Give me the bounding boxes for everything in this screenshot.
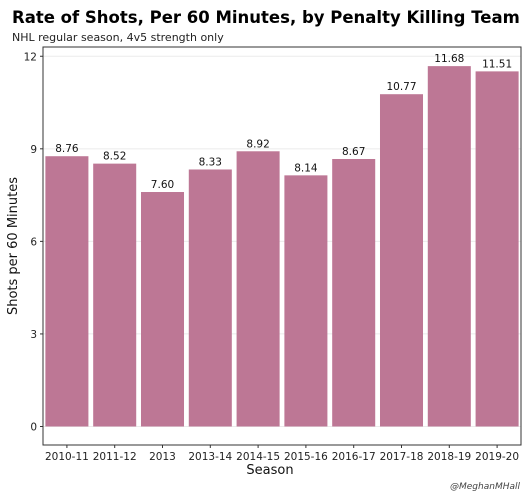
bar xyxy=(45,156,89,427)
data-label: 11.68 xyxy=(434,53,464,65)
x-axis-ticks: 2010-11 2011-12 2013 2013-14 2014-15 2015-16 2… xyxy=(45,445,519,463)
bar xyxy=(284,175,328,427)
data-label: 11.51 xyxy=(482,58,512,70)
chart-caption: @MeghanMHall xyxy=(450,482,520,492)
data-label: 8.14 xyxy=(294,162,318,174)
bar xyxy=(475,71,519,427)
chart-subtitle: NHL regular season, 4v5 strength only xyxy=(12,31,224,44)
bar xyxy=(140,192,185,427)
x-tick-label: 2014-15 xyxy=(236,451,280,463)
data-label: 10.77 xyxy=(386,81,416,93)
x-tick-label: 2016-17 xyxy=(332,451,376,463)
bar xyxy=(427,66,471,427)
x-tick-label: 2017-18 xyxy=(380,451,424,463)
x-tick-label: 2018-19 xyxy=(427,451,471,463)
y-tick-label: 0 xyxy=(30,421,37,433)
bars xyxy=(45,66,519,427)
bar xyxy=(188,169,232,427)
y-axis-title: Shots per 60 Minutes xyxy=(6,177,21,315)
data-label: 7.60 xyxy=(151,179,174,191)
y-tick-label: 12 xyxy=(24,51,37,63)
chart-title: Rate of Shots, Per 60 Minutes, by Penalt… xyxy=(12,8,520,27)
y-axis-ticks: 0 3 6 9 12 xyxy=(24,51,43,433)
data-labels: 8.76 8.52 7.60 8.33 8.92 8.14 8.67 10.77 11.68 11… xyxy=(55,53,512,191)
x-tick-label: 2013-14 xyxy=(188,451,232,463)
plot-panel-border xyxy=(42,46,522,446)
y-tick-label: 9 xyxy=(30,144,37,156)
bar xyxy=(93,163,137,427)
y-tick-label: 6 xyxy=(30,236,37,248)
x-tick-label: 2010-11 xyxy=(45,451,89,463)
x-tick-label: 2015-16 xyxy=(284,451,328,463)
x-tick-label: 2019-20 xyxy=(475,451,519,463)
bar xyxy=(332,158,376,427)
x-tick-label: 2013 xyxy=(149,451,176,463)
bar xyxy=(236,151,280,427)
data-label: 8.92 xyxy=(246,138,269,150)
data-label: 8.67 xyxy=(342,146,365,158)
bar xyxy=(379,94,424,427)
x-tick-label: 2011-12 xyxy=(93,451,137,463)
data-label: 8.76 xyxy=(55,143,79,155)
data-label: 8.33 xyxy=(199,156,222,168)
data-label: 8.52 xyxy=(103,151,126,163)
x-axis-title: Season xyxy=(246,463,293,478)
y-tick-label: 3 xyxy=(30,329,37,341)
